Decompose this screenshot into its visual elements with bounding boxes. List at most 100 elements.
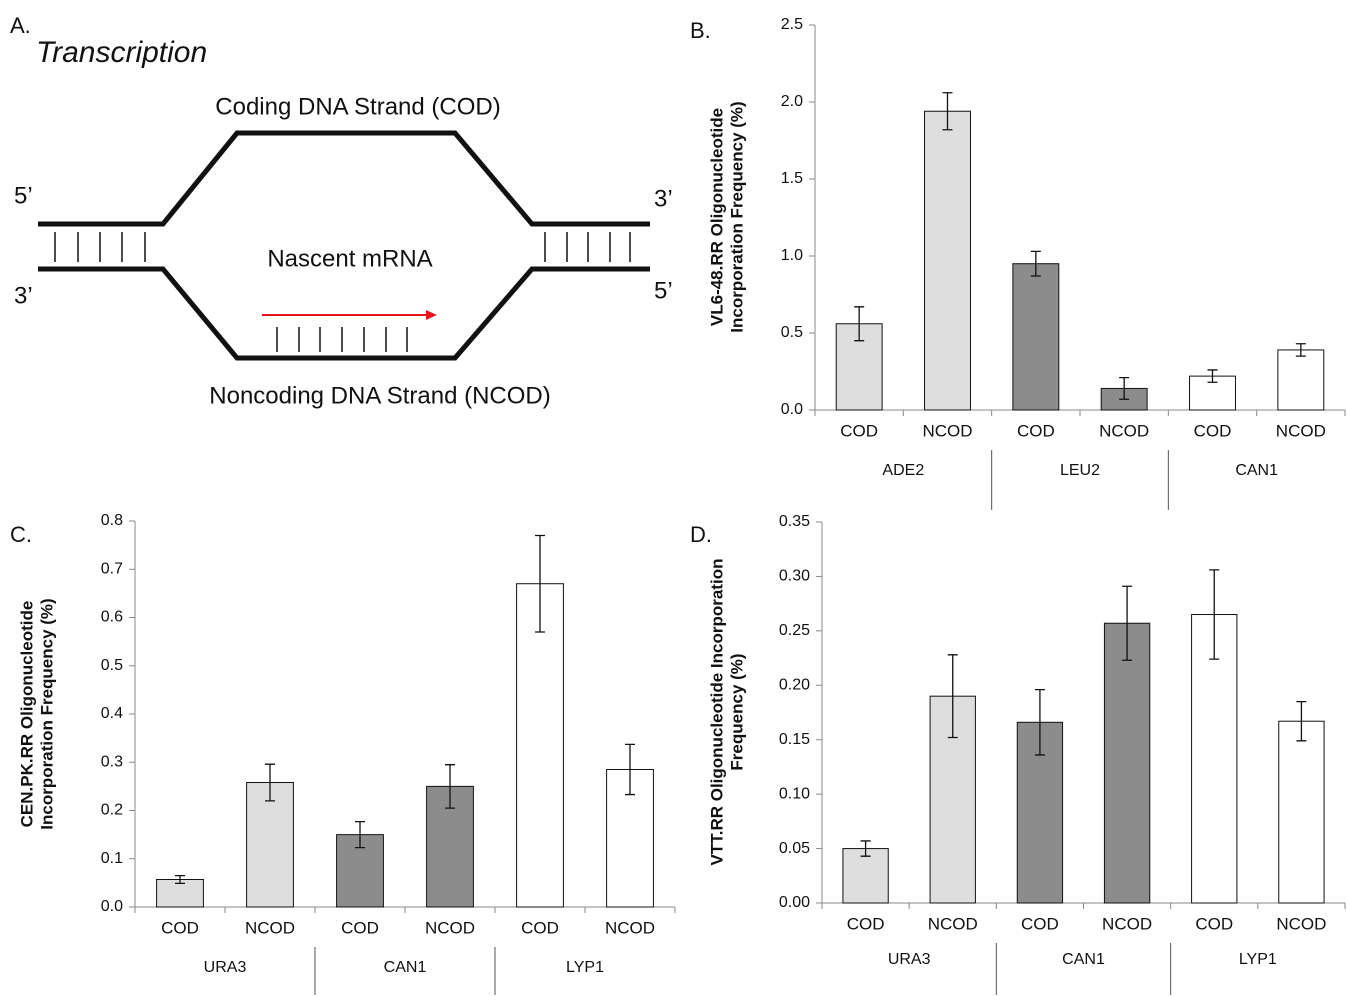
- error-bar: [1122, 585, 1133, 661]
- x-tick-label: NCOD: [605, 918, 655, 937]
- y-tick-label: 0.7: [101, 560, 123, 577]
- bar: [835, 323, 883, 411]
- error-bar: [1296, 700, 1307, 742]
- error-bar: [860, 840, 871, 857]
- y-tick-label: 0.4: [101, 705, 123, 722]
- strand-label: Noncoding DNA Strand (NCOD): [209, 382, 550, 409]
- group-label: LYP1: [566, 959, 604, 976]
- x-tick-label: COD: [847, 914, 885, 933]
- group-label: CAN1: [1235, 462, 1278, 479]
- bar: [1278, 720, 1325, 904]
- bar: [516, 583, 564, 908]
- y-tick-label: 1.5: [781, 170, 803, 187]
- error-bar: [1034, 688, 1045, 756]
- error-bar: [942, 92, 953, 131]
- y-tick-label: 0.20: [779, 677, 810, 694]
- x-tick-label: NCOD: [1276, 421, 1326, 440]
- y-tick-label: 0.25: [779, 622, 810, 639]
- error-bar: [265, 763, 275, 802]
- y-axis-label: CEN.PK.RR Oligonucleotide: [17, 601, 36, 828]
- x-tick-label: NCOD: [425, 918, 475, 937]
- group-label: LYP1: [1239, 951, 1277, 968]
- y-tick-label: 0.10: [779, 785, 810, 802]
- x-tick-label: COD: [161, 918, 199, 937]
- y-tick-label: 0.5: [101, 657, 123, 674]
- x-tick-label: COD: [1021, 914, 1059, 933]
- error-bar: [175, 874, 185, 885]
- y-tick-label: 0.30: [779, 568, 810, 585]
- bar: [1191, 614, 1238, 904]
- bar: [1277, 349, 1325, 411]
- bar: [1012, 263, 1060, 411]
- error-bar: [625, 743, 635, 796]
- coding-strand: [38, 130, 650, 227]
- error-bar: [1119, 377, 1130, 400]
- y-tick-label: 0.3: [101, 753, 123, 770]
- bar: [1103, 622, 1151, 904]
- x-tick-label: COD: [341, 918, 379, 937]
- bar-chart: B. VL6-48.RR Oligonucleotide Incorporation…: [690, 16, 1346, 510]
- y-axis-label: VTT.RR Oligonucleotide Incorporation: [707, 559, 726, 866]
- panel-a: A. Transcription Coding DNA Strand (COD)…: [10, 13, 673, 410]
- x-tick-label: NCOD: [922, 421, 972, 440]
- error-bar: [355, 820, 365, 849]
- bar: [1189, 375, 1236, 411]
- strand-label: Coding DNA Strand (COD): [215, 93, 500, 120]
- bar: [924, 110, 971, 411]
- error-bar: [1295, 343, 1306, 357]
- y-axis-label: Frequency (%): [727, 653, 746, 770]
- x-tick-label: COD: [1194, 421, 1232, 440]
- y-tick-label: 0.15: [779, 731, 810, 748]
- y-tick-label: 0.05: [779, 840, 810, 857]
- panel-label: A.: [10, 13, 31, 38]
- y-tick-label: 0.8: [101, 512, 123, 529]
- bar-chart: C. CEN.PK.RR Oligonucleotide Incorporation…: [10, 512, 676, 995]
- panel-label: D.: [690, 522, 712, 547]
- y-tick-label: 0.00: [779, 894, 810, 911]
- y-axis-label: VL6-48.RR Oligonucleotide: [707, 108, 726, 326]
- group-label: URA3: [888, 951, 931, 968]
- x-tick-label: NCOD: [1099, 421, 1149, 440]
- y-tick-label: 0.0: [101, 898, 123, 915]
- strand-end: 5’: [14, 182, 33, 209]
- strand-end: 3’: [654, 185, 673, 212]
- y-axis-label: Incorporation Frequency (%): [727, 101, 746, 332]
- bar: [842, 848, 889, 904]
- error-bar: [1207, 369, 1218, 383]
- error-bar: [854, 306, 865, 342]
- x-tick-label: NCOD: [928, 914, 978, 933]
- y-tick-label: 0.1: [101, 850, 123, 867]
- y-tick-label: 0.0: [781, 401, 803, 418]
- group-label: ADE2: [882, 462, 924, 479]
- panel-label: B.: [690, 18, 711, 43]
- diagram-title: Transcription: [36, 36, 207, 69]
- y-axis-label: Incorporation Frequency (%): [37, 598, 56, 829]
- x-tick-label: NCOD: [1102, 914, 1152, 933]
- group-label: CAN1: [384, 959, 427, 976]
- y-tick-label: 0.35: [779, 513, 810, 530]
- y-tick-label: 0.5: [781, 324, 803, 341]
- bar: [246, 782, 294, 908]
- bar-chart: D. VTT.RR Oligonucleotide Incorporation Fr…: [690, 513, 1346, 995]
- y-tick-label: 0.6: [101, 609, 123, 626]
- y-tick-label: 1.0: [781, 247, 803, 264]
- base-pairs: [54, 232, 631, 352]
- x-tick-label: NCOD: [245, 918, 295, 937]
- strand-end: 3’: [14, 282, 33, 309]
- y-tick-label: 2.5: [781, 16, 803, 33]
- error-bar: [1209, 569, 1220, 660]
- noncoding-strand: [38, 266, 650, 361]
- error-bar: [947, 654, 958, 739]
- error-bar: [445, 764, 455, 809]
- panel-label: C.: [10, 522, 32, 547]
- mrna-arrowhead: [426, 310, 437, 320]
- group-label: CAN1: [1062, 951, 1105, 968]
- mrna-label: Nascent mRNA: [267, 245, 432, 272]
- strand-end: 5’: [654, 277, 673, 304]
- error-bar: [1030, 250, 1041, 277]
- group-label: LEU2: [1060, 462, 1100, 479]
- error-bar: [535, 534, 545, 633]
- x-tick-label: COD: [521, 918, 559, 937]
- x-tick-label: COD: [1017, 421, 1055, 440]
